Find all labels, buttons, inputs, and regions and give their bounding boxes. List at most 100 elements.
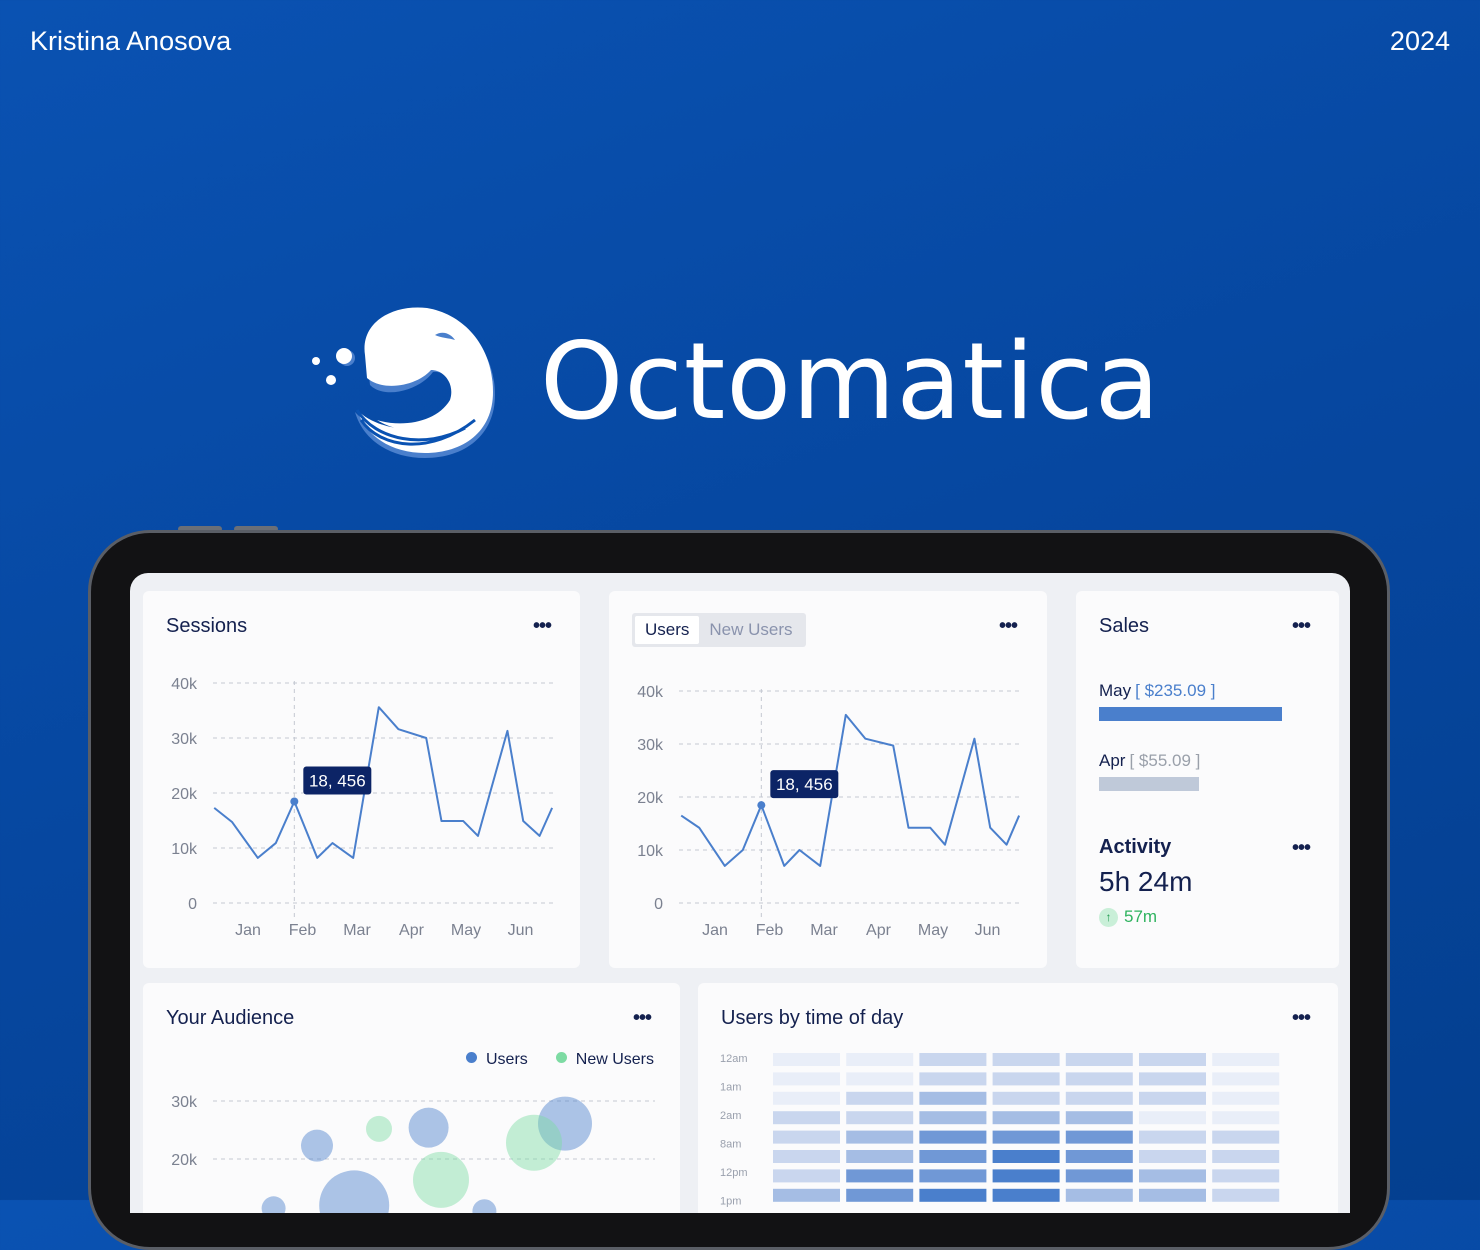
heatmap-cell [1065,1111,1133,1125]
author-name: Kristina Anosova [30,26,232,56]
heatmap-cell [919,1150,987,1163]
users-line-chart: 0 10k 20k 30k 40k Jan Feb Mar Apr May Jun 18, 456 [637,684,1022,939]
y-tick-label: 0 [188,896,197,913]
y-tick-label: 40k [637,684,664,701]
sales-item-may: May[ $235.09 ] [1099,681,1215,701]
x-tick-label: Feb [289,922,317,939]
series-line [680,713,1021,867]
sales-item-apr: Apr[ $55.09 ] [1099,751,1200,771]
volume-button [234,526,278,532]
arrow-up-icon: ↑ [1099,907,1118,927]
heatmap-cell [1139,1130,1206,1144]
users-card: Users New Users ••• 0 10k 20k 30k 40k Jan Feb M… [609,591,1047,968]
heatmap-cell [1212,1130,1280,1144]
octopus-logo-icon [312,307,495,458]
highlight-point [290,797,299,806]
heatmap-cell [1212,1150,1280,1163]
heatmap-cell [1212,1111,1280,1125]
tab-users[interactable]: Users [635,616,700,644]
tooltip-box [770,770,839,799]
time-of-day-card: Users by time of day ••• 12am 1am 2am 8am 12… [698,983,1338,1213]
heatmap-cell [992,1072,1060,1086]
x-tick-label: Mar [343,922,371,939]
sales-card: Sales ••• May[ $235.09 ] Apr[ $55.09 ] A… [1076,591,1339,968]
heatmap-cell [1139,1150,1206,1163]
heatmap-cell [919,1169,987,1183]
heatmap-cell [1139,1091,1206,1105]
legend-dot [465,1052,477,1064]
year: 2024 [1389,26,1450,56]
sales-month: Apr [1099,751,1126,770]
heatmap-cell [1065,1072,1133,1086]
x-tick-label: Mar [810,922,838,939]
bubble [472,1199,497,1213]
heatmap-cell [1065,1091,1133,1105]
tab-new-users[interactable]: New Users [709,620,793,639]
heatmap-cell [846,1188,914,1202]
row-label: 12pm [720,1167,748,1179]
activity-change-value: 57m [1124,907,1158,926]
x-tick-label: Jan [235,922,261,939]
heatmap-cell [919,1111,987,1125]
heatmap-cell [1139,1072,1206,1086]
heatmap-cell [773,1091,840,1105]
bubble [538,1096,592,1151]
x-tick-label: Jan [702,922,728,939]
x-tick-label: May [451,922,481,939]
row-label: 1pm [720,1196,741,1208]
heatmap-cell [773,1111,840,1125]
highlight-point [757,801,766,810]
row-label: 1am [720,1082,741,1094]
heatmap-cell [773,1150,840,1163]
heatmap-cell [773,1188,840,1202]
heatmap-cell [1065,1053,1133,1066]
heatmap-cell [773,1130,840,1144]
heatmap-cell [1139,1169,1206,1183]
bubble [408,1107,449,1148]
tooltip-label: 18, 456 [309,771,366,790]
heatmap-cell [992,1150,1060,1163]
card-title: Your Audience [166,1007,295,1029]
heatmap-cell [846,1072,914,1086]
heatmap-cell [992,1188,1060,1202]
audience-bubble-chart: 20k 30k [171,1094,655,1213]
heatmap-cell [773,1072,840,1086]
sales-month: May [1099,681,1132,700]
heatmap-cell [846,1169,914,1183]
y-tick-label: 0 [654,896,663,913]
heatmap-cell [773,1053,840,1066]
x-tick-label: Feb [756,922,784,939]
sessions-line-chart: 0 10k 20k 30k 40k Jan Feb Mar Apr May Jun 18, 456 [171,676,556,939]
more-horizontal-icon[interactable]: ••• [1292,837,1311,859]
tooltip-label: 18, 456 [776,775,833,794]
heatmap-cell [919,1053,987,1066]
legend-item-users: Users [465,1051,528,1069]
heatmap-cell [1212,1188,1280,1202]
heatmap-cell [1065,1130,1133,1144]
heatmap-cell [1212,1053,1280,1066]
users-tabs: Users New Users [632,613,806,647]
brand-wordmark: Octomatica [540,320,1161,443]
x-tick-label: Apr [399,922,425,939]
audience-card: Your Audience ••• Users New Users 20k 30k [143,983,680,1213]
volume-button [178,526,222,532]
sessions-card: Sessions ••• 0 10k 20k 30k 40k Jan Feb Mar Apr Ma… [143,591,580,968]
sales-value: [ $55.09 ] [1129,751,1201,770]
bubble [301,1129,333,1162]
y-tick-label: 30k [171,731,198,748]
sales-bar-may [1099,707,1282,721]
x-tick-label: Apr [866,922,892,939]
y-tick-label: 30k [171,1094,198,1111]
dashboard-screen: Sessions ••• 0 10k 20k 30k 40k Jan Feb Mar Apr Ma… [130,573,1350,1213]
y-tick-label: 20k [171,1152,198,1169]
legend-label: New Users [575,1051,654,1068]
more-horizontal-icon[interactable]: ••• [1292,615,1311,637]
heatmap-cell [846,1091,914,1105]
legend-label: Users [485,1051,528,1068]
heatmap-cell [992,1053,1060,1066]
x-tick-label: May [918,922,948,939]
heatmap-cell [919,1091,987,1105]
heatmap-cell [1212,1072,1280,1086]
activity-value: 5h 24m [1099,866,1193,897]
row-label: 8am [720,1139,741,1151]
